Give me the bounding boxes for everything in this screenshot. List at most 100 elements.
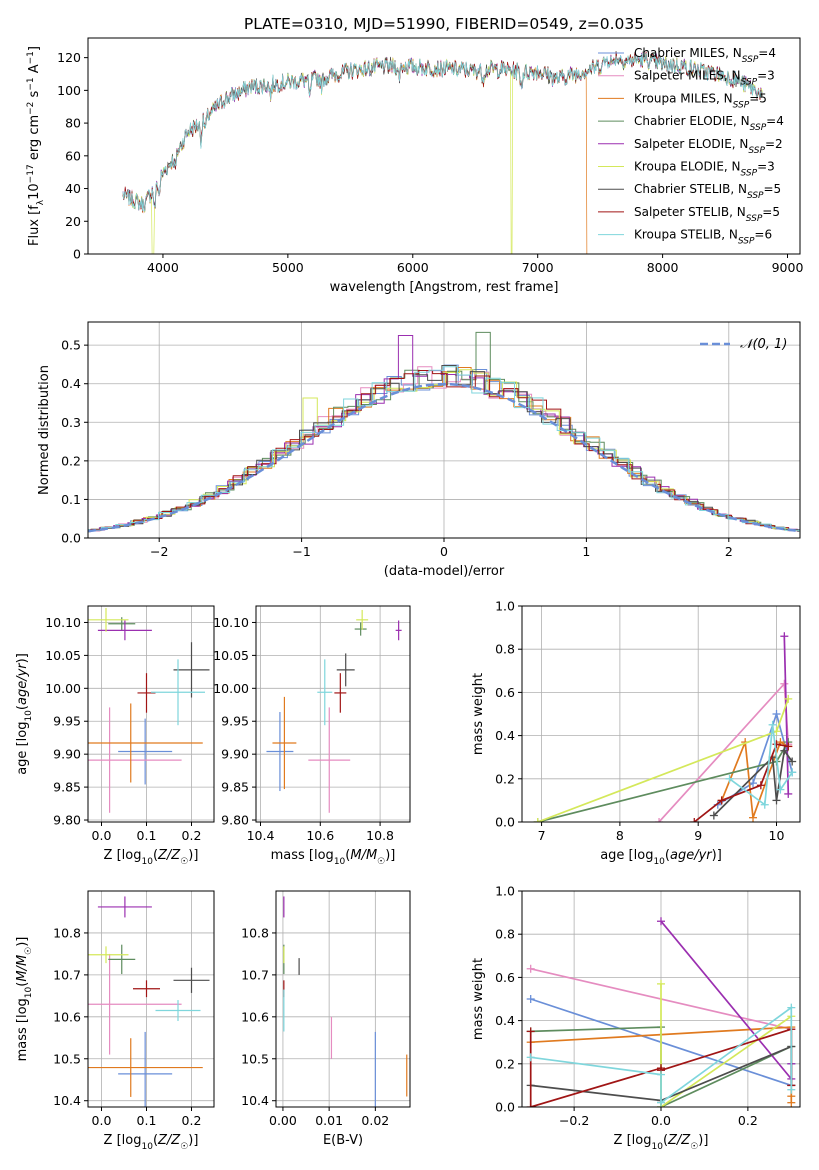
age_vs_mass-x-label-part: M/M	[350, 848, 377, 863]
y-tick-label: 9.90	[221, 747, 249, 762]
spectrum-x-label: wavelength [Angstrom, rest frame]	[330, 280, 559, 295]
spectrum-y-label-part: Flux [f	[27, 205, 42, 246]
legend-entry-part: =4	[758, 46, 776, 60]
y-tick-label: 0.2	[495, 1056, 515, 1071]
weight_vs_Z-x-label-part: (	[663, 1133, 668, 1148]
y-tick-label: 0.0	[495, 1100, 515, 1115]
weight_vs_age-plot-area	[533, 632, 797, 822]
weight_vs_Z-y-label-part: mass weight	[471, 958, 486, 1040]
y-tick-label: 0	[73, 247, 81, 262]
age_vs_Z-panel: 0.0 0.1 0.2 9.80 9.85 9.90 9.95 10.00 10.05 10.10…	[15, 605, 215, 867]
age_vs_mass-x-label-part: ☉	[377, 857, 385, 867]
x-tick-label: 10.8	[366, 828, 394, 843]
legend-entry-part: =3	[757, 69, 775, 83]
x-tick-label: 4000	[147, 260, 179, 275]
mass_vs_Z-x-label-part: ☉	[180, 1142, 188, 1152]
legend-entry-part: Chabrier ELODIE, N	[634, 114, 750, 128]
weight_vs_Z-panel: −0.2 0.0 0.2 0.0 0.2 0.4 0.6 0.8 1.0 Z [log10(Z/Z…	[471, 884, 801, 1152]
y-tick-label: 10.6	[53, 1009, 81, 1024]
spectrum-y-label-part: −17	[26, 164, 36, 183]
weight-series-salpeter-elodie	[780, 632, 793, 798]
errorbar-chabrier-stelib	[336, 653, 355, 687]
errorbar-kroupa-elodie	[88, 946, 129, 964]
y-tick-label: 0.3	[61, 415, 81, 430]
y-tick-label: 0.8	[495, 927, 515, 942]
mass_vs_Z-frame	[87, 890, 215, 1108]
y-tick-label: 9.90	[53, 747, 81, 762]
legend-entry: Salpeter ELODIE, NSSP=2	[634, 137, 783, 156]
x-tick-label: −0.2	[559, 1113, 589, 1128]
spectrum-y-label-part: A	[27, 64, 42, 77]
legend-entry-part: SSP	[733, 100, 750, 110]
y-tick-label: 0.8	[495, 642, 515, 657]
weight_vs_age-x-label-part: age [log	[600, 848, 653, 863]
legend-entry-part: SSP	[750, 123, 767, 133]
x-tick-label: 0.01	[315, 1113, 343, 1128]
y-tick-label: 10.10	[213, 615, 249, 630]
y-tick-label: 9.80	[221, 813, 249, 828]
age_vs_Z-y-label-part: age/yr	[15, 662, 30, 705]
legend-entry-part: =5	[764, 182, 782, 196]
y-tick-label: 0.2	[495, 771, 515, 786]
errorbar-kroupa-miles	[88, 703, 203, 783]
x-tick-label: 1	[582, 544, 590, 559]
y-tick-label: 10.7	[241, 967, 269, 982]
y-tick-label: 1.0	[495, 884, 515, 899]
spectrum-y-label-part: s	[27, 90, 42, 101]
errorbar-chabrier-elodie	[354, 622, 367, 636]
errorbar-salpeter-miles	[308, 707, 351, 813]
age_vs_Z-x-label-part: ☉	[180, 857, 188, 867]
y-tick-label: 9.95	[221, 714, 249, 729]
x-tick-label: −1	[292, 544, 310, 559]
age_vs_Z-x-label-part: )]	[188, 848, 198, 863]
residuals-panel: −2 −1 0 1 2 0.0 0.1 0.2 0.3 0.4 0.5 𝒩(0, 1) (data-mo…	[37, 321, 801, 579]
mass_vs_EBV-x-label: E(B-V)	[323, 1133, 363, 1148]
errorbar-chabrier-miles	[118, 1031, 173, 1107]
weight_vs_Z-x-label-part: 10	[651, 1142, 663, 1152]
spectrum-y-label-part: 10	[27, 183, 42, 200]
histogram-series-kroupa-stelib	[88, 366, 800, 532]
weight_vs_Z-x-label-part: )]	[698, 1133, 708, 1148]
y-tick-label: 10.8	[241, 925, 269, 940]
residuals-plot-area	[88, 331, 800, 533]
legend-entry: Kroupa ELODIE, NSSP=3	[634, 160, 775, 179]
spectrum-y-label-part: −1	[26, 51, 36, 64]
x-tick-label: 0.0	[92, 1113, 112, 1128]
mass_vs_Z-y-label-part: (	[15, 982, 30, 987]
legend-entry-part: SSP	[741, 169, 758, 179]
mass_vs_Z-x-label-part: )]	[188, 1133, 198, 1148]
mass_vs_Z-x-label-part: Z [log	[104, 1133, 142, 1148]
y-tick-label: 10.5	[241, 1051, 269, 1066]
x-tick-label: 8	[616, 828, 624, 843]
weight_vs_age-x-label-part: age/yr	[670, 848, 713, 863]
spectrum-series-kroupa-stelib	[122, 51, 763, 212]
legend-entry-part: Salpeter ELODIE, N	[634, 137, 748, 151]
legend-entry: Salpeter STELIB, NSSP=5	[634, 205, 780, 224]
errorbar-kroupa-miles	[272, 696, 297, 790]
spectrum-y-label-part: −1	[26, 77, 36, 90]
weight_vs_age-y-label: mass weight	[471, 673, 486, 755]
mass_vs_EBV-panel: 0.00 0.01 0.02 10.4 10.5 10.6 10.7 10.8 E(B-V)	[241, 890, 411, 1148]
legend-entry-part: Kroupa STELIB, N	[634, 228, 738, 242]
spectrum-plot-area	[122, 50, 763, 254]
legend-entry-part: SSP	[748, 146, 765, 156]
x-tick-label: 9000	[772, 260, 804, 275]
weight_vs_Z-plot-area	[526, 917, 796, 1107]
age_vs_mass-frame	[255, 605, 411, 823]
errorbar-kroupa-stelib	[155, 1000, 201, 1022]
weight_vs_Z-y-label: mass weight	[471, 958, 486, 1040]
age_vs_Z-y-label-part: )]	[15, 653, 30, 663]
mass_vs_EBV-frame	[275, 890, 411, 1108]
x-tick-label: 10	[769, 828, 785, 843]
legend-entry: Chabrier MILES, NSSP=4	[634, 46, 776, 65]
weight-line	[660, 983, 792, 1107]
weight_vs_age-frame	[521, 605, 801, 823]
age_vs_mass-panel: 10.4 10.6 10.8 9.80 9.85 9.90 9.95 10.00 10.05 10…	[213, 605, 411, 867]
errorbar-salpeter-elodie	[97, 896, 152, 918]
legend-entry: Chabrier STELIB, NSSP=5	[634, 182, 781, 201]
mass_vs_Z-x-label-part: (	[153, 1133, 158, 1148]
legend-entry-part: Salpeter MILES, N	[634, 69, 741, 83]
legend-entry-part: SSP	[746, 214, 763, 224]
y-tick-label: 0.6	[495, 970, 515, 985]
figure-title: PLATE=0310, MJD=51990, FIBERID=0549, z=0…	[244, 15, 644, 33]
